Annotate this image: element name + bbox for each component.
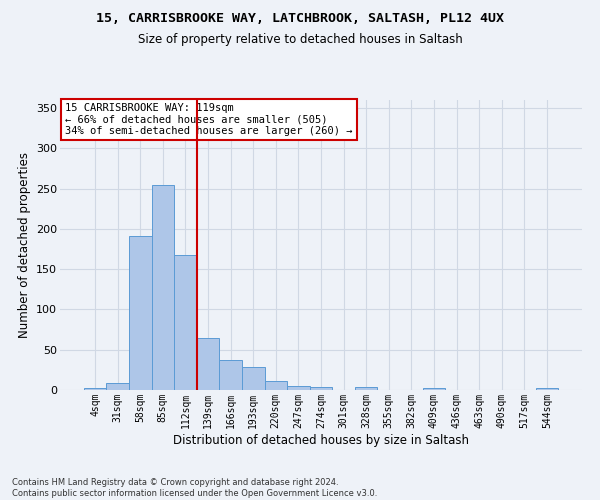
Bar: [355, 387, 377, 390]
Bar: [197, 338, 220, 390]
Bar: [84, 388, 106, 390]
Bar: [310, 387, 332, 390]
Text: 15 CARRISBROOKE WAY: 119sqm
← 66% of detached houses are smaller (505)
34% of se: 15 CARRISBROOKE WAY: 119sqm ← 66% of det…: [65, 103, 353, 136]
Bar: [242, 368, 265, 390]
Y-axis label: Number of detached properties: Number of detached properties: [17, 152, 31, 338]
Bar: [536, 388, 558, 390]
X-axis label: Distribution of detached houses by size in Saltash: Distribution of detached houses by size …: [173, 434, 469, 446]
Text: 15, CARRISBROOKE WAY, LATCHBROOK, SALTASH, PL12 4UX: 15, CARRISBROOKE WAY, LATCHBROOK, SALTAS…: [96, 12, 504, 26]
Bar: [106, 383, 129, 390]
Text: Size of property relative to detached houses in Saltash: Size of property relative to detached ho…: [137, 32, 463, 46]
Bar: [220, 360, 242, 390]
Text: Contains HM Land Registry data © Crown copyright and database right 2024.
Contai: Contains HM Land Registry data © Crown c…: [12, 478, 377, 498]
Bar: [265, 381, 287, 390]
Bar: [129, 236, 152, 390]
Bar: [287, 386, 310, 390]
Bar: [174, 256, 197, 390]
Bar: [152, 184, 174, 390]
Bar: [422, 388, 445, 390]
